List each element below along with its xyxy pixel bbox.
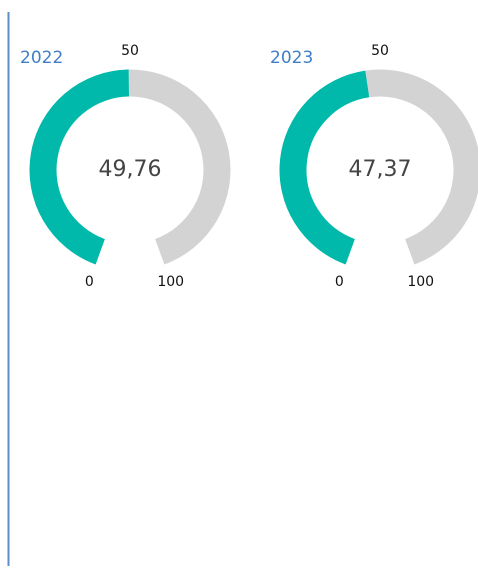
gauge-track <box>128 69 231 265</box>
gauge-tick-label: 0 <box>85 274 94 290</box>
gauge-tick-label: 100 <box>407 274 434 290</box>
gauge-tick-label: 50 <box>371 43 389 59</box>
gauge-tick-label: 100 <box>157 274 184 290</box>
gauge-value-label: 47,37 <box>349 157 412 182</box>
gauge-title: 2023 <box>270 48 313 68</box>
gauge-tick-label: 0 <box>335 274 344 290</box>
gauge-title: 2022 <box>20 48 63 68</box>
gauge-value <box>29 69 130 265</box>
gauge-tick-label: 50 <box>121 43 139 59</box>
gauge-track <box>365 69 478 265</box>
gauge-value-label: 49,76 <box>99 157 162 182</box>
gauge-value <box>279 70 370 265</box>
